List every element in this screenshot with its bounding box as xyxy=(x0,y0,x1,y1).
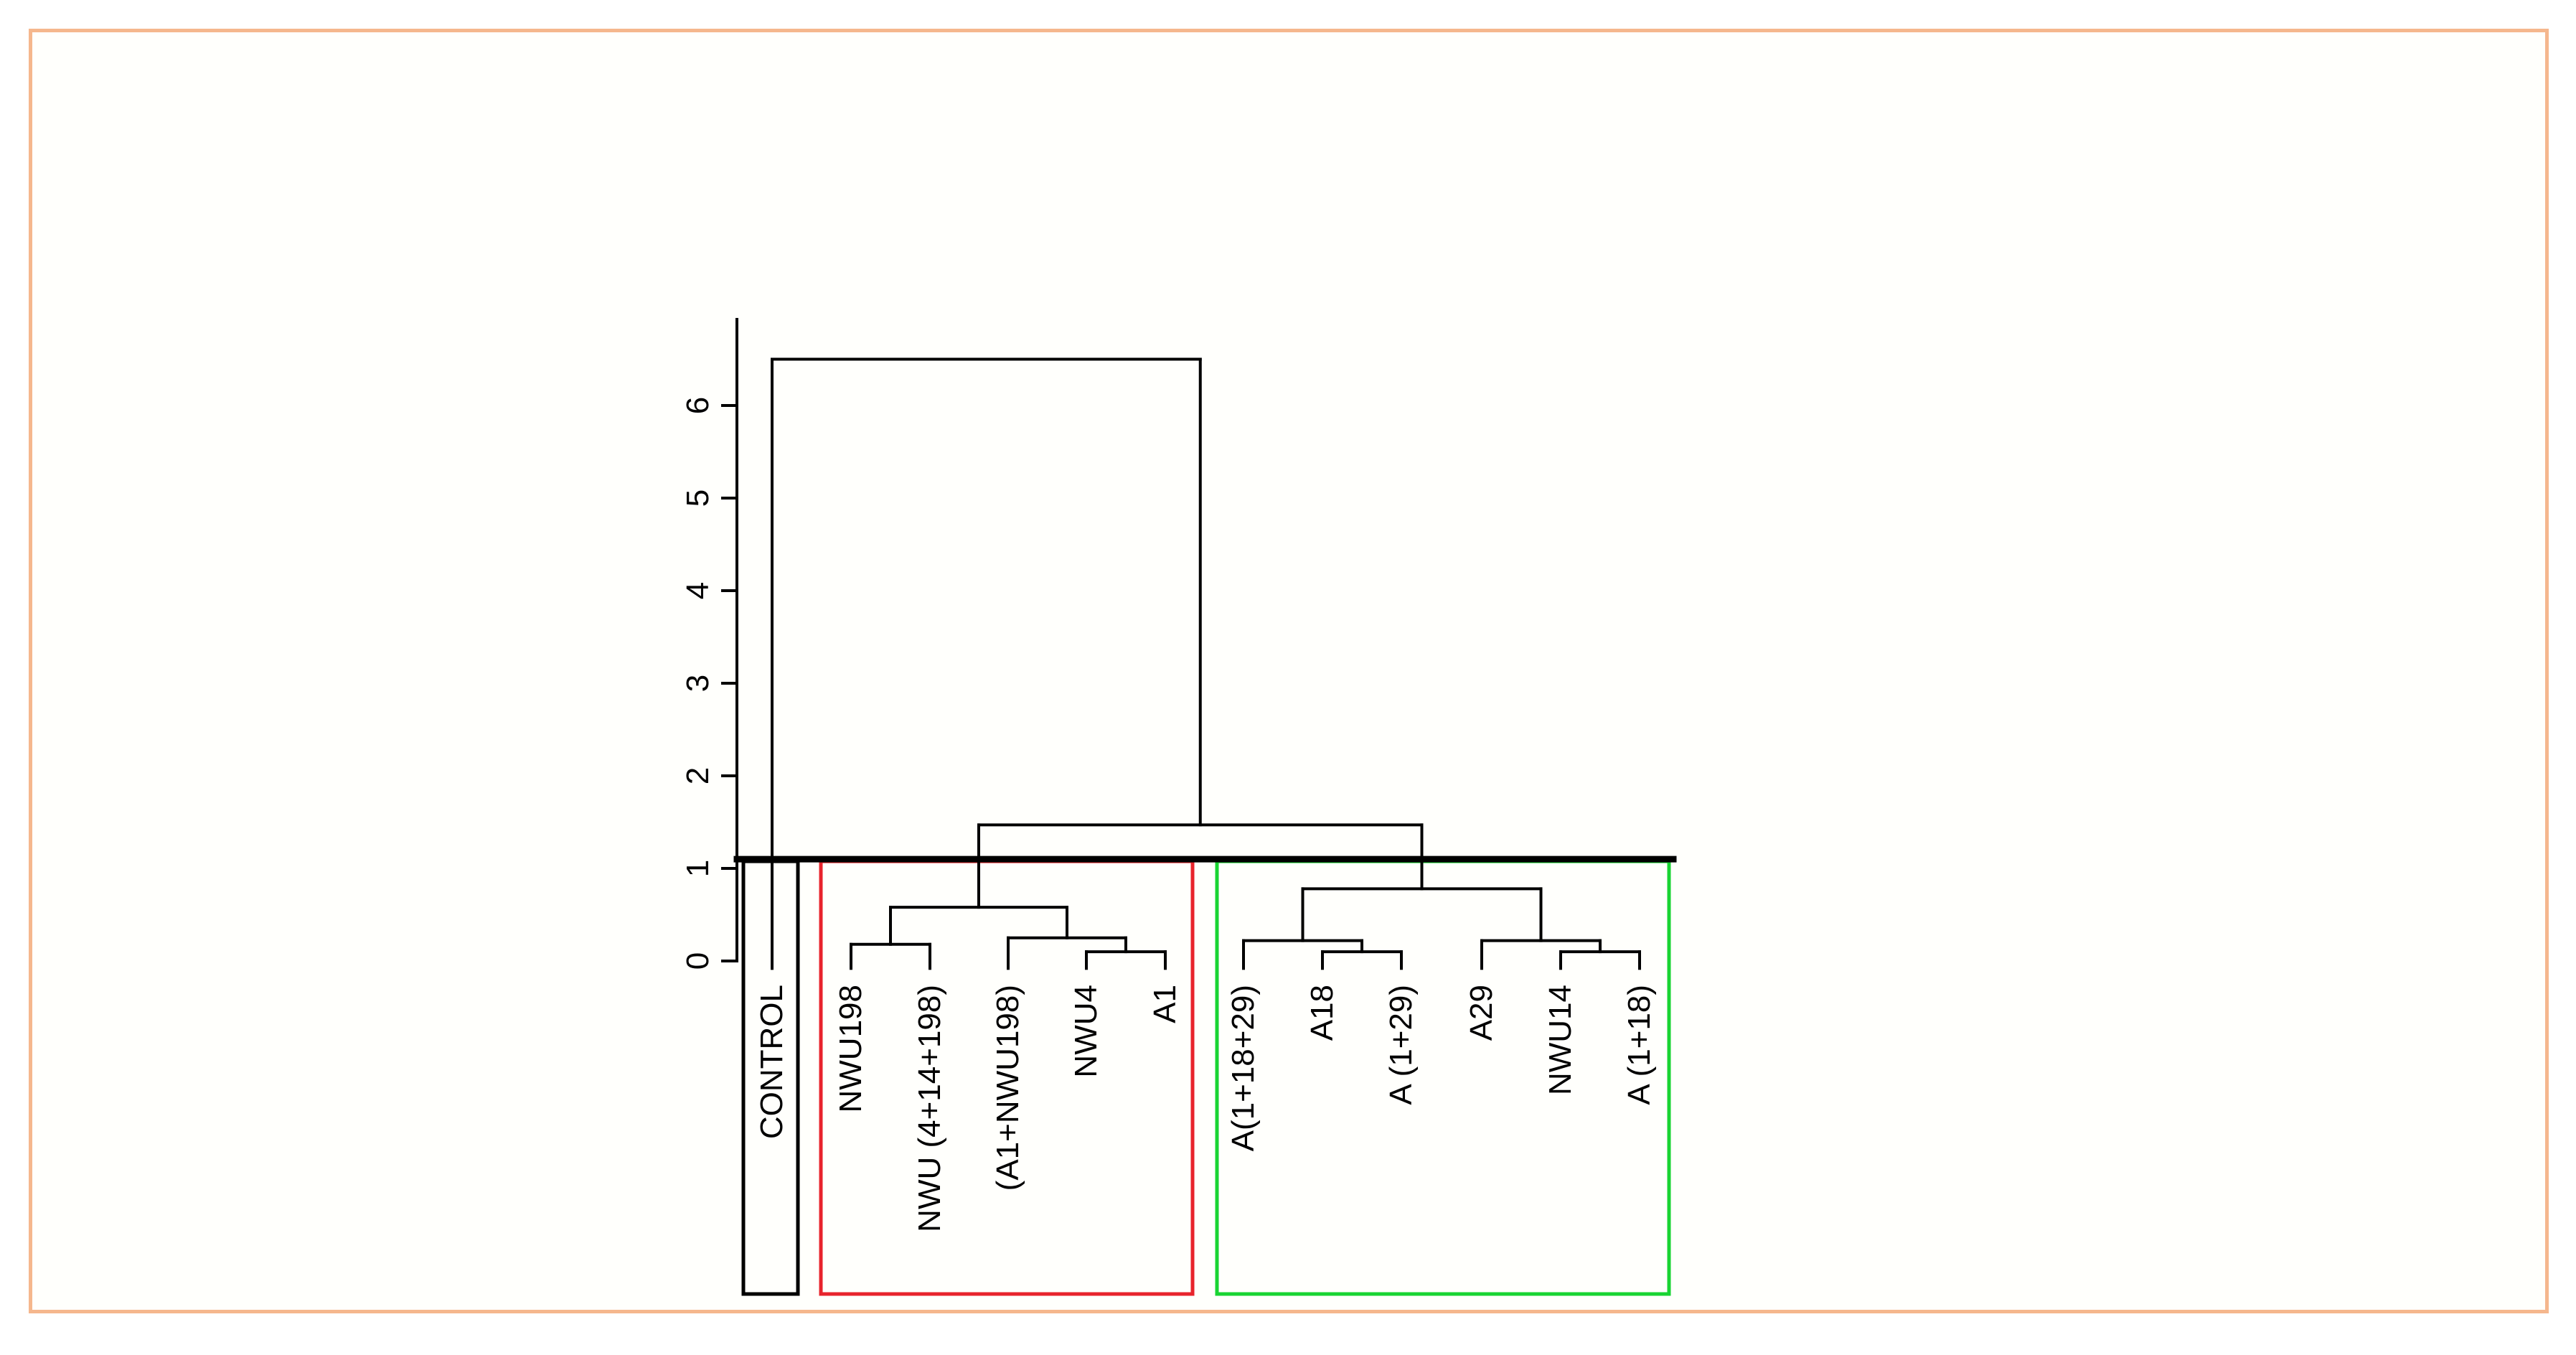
leaf-label: A1 xyxy=(1147,985,1183,1023)
leaf-label: NWU (4+14+198) xyxy=(912,985,947,1232)
y-tick-label-2: 2 xyxy=(680,767,715,784)
leaf-label: CONTROL xyxy=(754,985,789,1139)
y-tick-label-0: 0 xyxy=(680,952,715,970)
y-tick-label-3: 3 xyxy=(680,675,715,692)
leaf-label: A (1+18) xyxy=(1622,985,1657,1105)
leaf-label: A(1+18+29) xyxy=(1226,985,1261,1151)
leaf-label: NWU14 xyxy=(1543,985,1578,1095)
leaf-label: NWU4 xyxy=(1068,985,1104,1078)
leaf-label: A (1+29) xyxy=(1383,985,1419,1105)
cluster-boxes xyxy=(741,859,1671,1296)
y-tick-label-1: 1 xyxy=(680,860,715,877)
y-tick-label-4: 4 xyxy=(680,582,715,599)
y-tick-label-5: 5 xyxy=(680,489,715,507)
y-tick-label-6: 6 xyxy=(680,397,715,414)
dendrogram-branches xyxy=(771,357,1641,970)
leaf-labels: CONTROL NWU198 NWU (4+14+198) (A1+NWU198) NW… xyxy=(754,985,1657,1232)
leaf-label: NWU198 xyxy=(833,985,868,1113)
leaf-label: (A1+NWU198) xyxy=(990,985,1025,1191)
y-axis: 0 1 2 3 4 5 6 xyxy=(680,318,738,970)
figure-frame xyxy=(29,29,2549,1313)
leaf-label: A29 xyxy=(1464,985,1499,1041)
leaf-label: A18 xyxy=(1305,985,1340,1041)
green-cluster-box xyxy=(1215,859,1671,1296)
